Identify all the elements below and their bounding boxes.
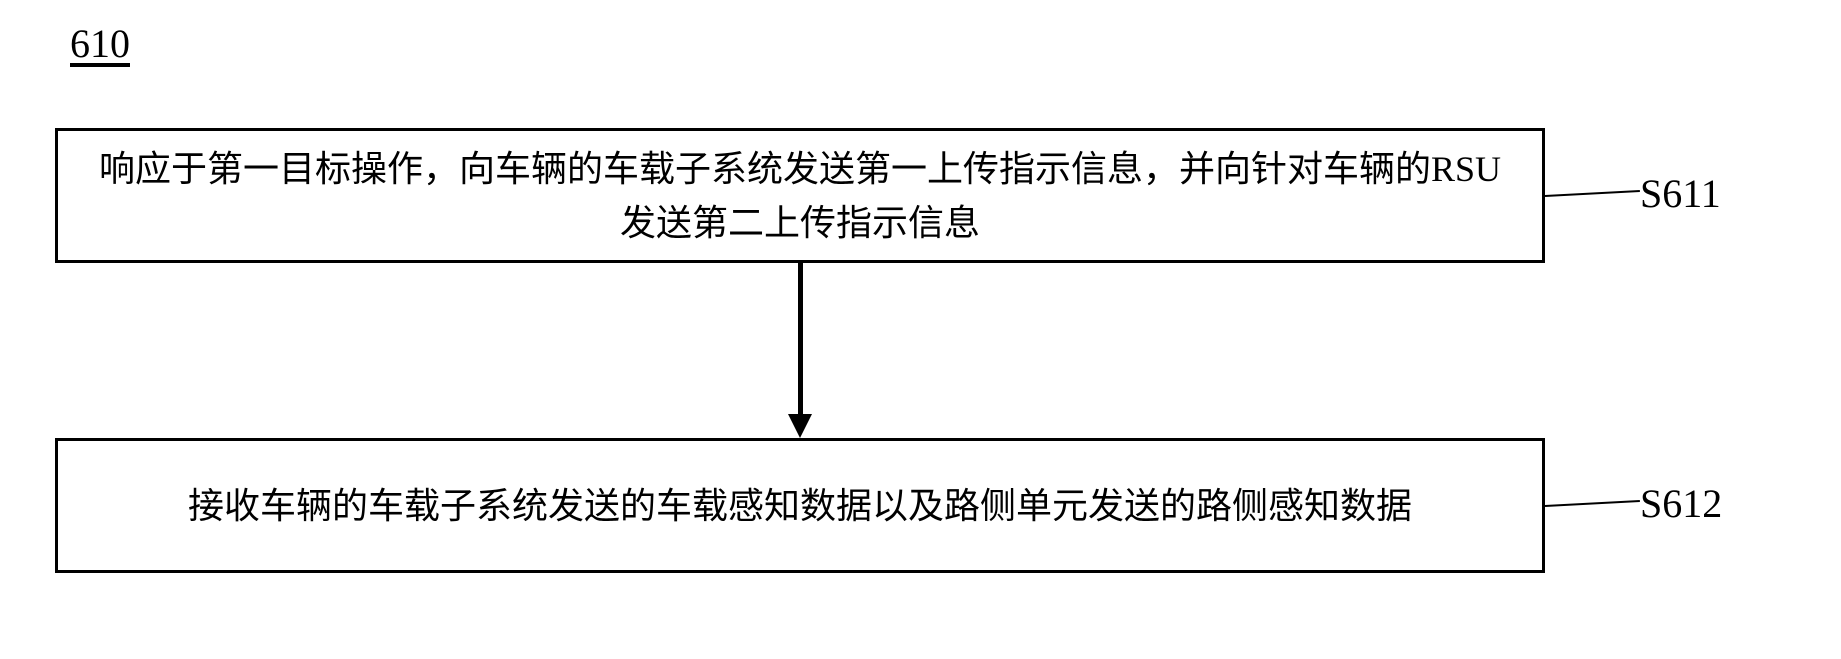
flowchart-step-box: 响应于第一目标操作，向车辆的车载子系统发送第一上传指示信息，并向针对车辆的RSU…: [55, 128, 1545, 263]
arrow-head-icon: [788, 414, 812, 438]
arrow-shaft: [798, 263, 803, 415]
connector-line: [1545, 500, 1640, 507]
step-label: S611: [1640, 170, 1721, 217]
flowchart-step-box: 接收车辆的车载子系统发送的车载感知数据以及路侧单元发送的路侧感知数据: [55, 438, 1545, 573]
step-label: S612: [1640, 480, 1722, 527]
flowchart-step-text: 响应于第一目标操作，向车辆的车载子系统发送第一上传指示信息，并向针对车辆的RSU…: [88, 142, 1512, 250]
flowchart-step-text: 接收车辆的车载子系统发送的车载感知数据以及路侧单元发送的路侧感知数据: [188, 479, 1412, 533]
diagram-number-label: 610: [70, 20, 130, 67]
connector-line: [1545, 190, 1640, 197]
